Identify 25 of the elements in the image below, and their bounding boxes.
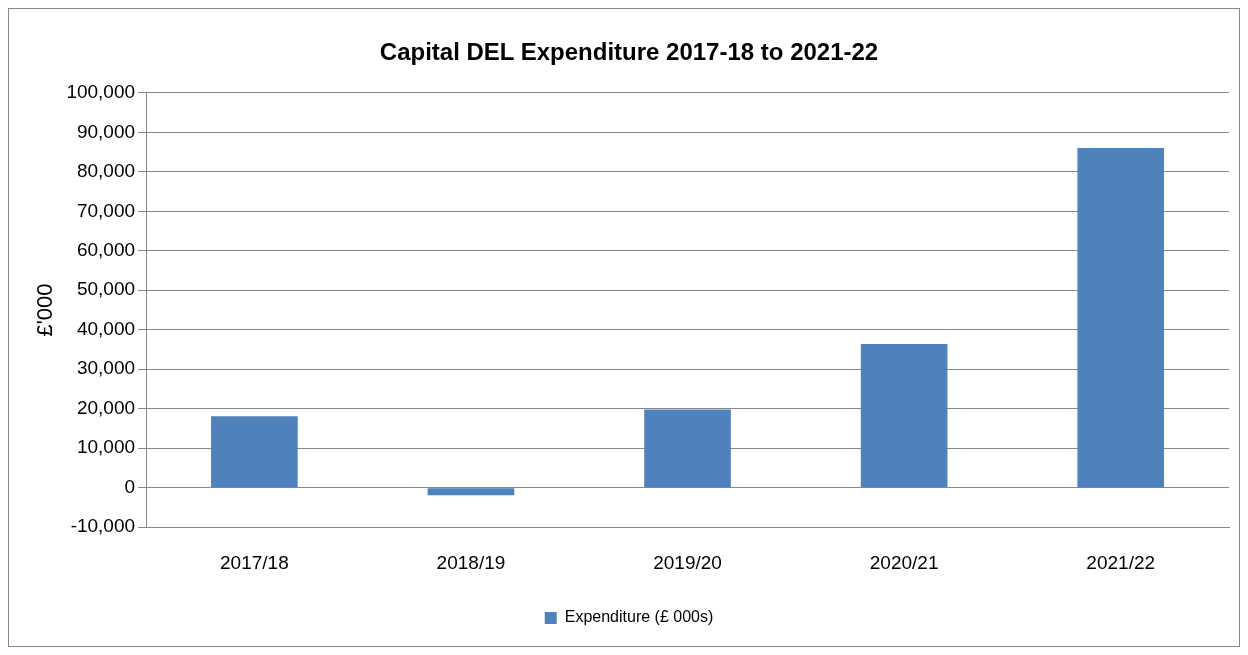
chart-title: Capital DEL Expenditure 2017-18 to 2021-22 bbox=[379, 38, 879, 66]
y-tick-label: 90,000 bbox=[76, 120, 136, 142]
y-tick-label: 20,000 bbox=[76, 396, 136, 418]
x-tick-label: 2017/18 bbox=[220, 551, 289, 573]
bar bbox=[427, 488, 515, 496]
bar bbox=[211, 416, 298, 488]
x-tick-label: 2020/21 bbox=[869, 551, 939, 573]
y-tick-label: 70,000 bbox=[76, 199, 136, 221]
y-tick-label: -10,000 bbox=[70, 515, 136, 537]
x-tick-label: 2018/19 bbox=[436, 551, 506, 573]
bar bbox=[1077, 148, 1165, 488]
x-tick-label: 2021/22 bbox=[1086, 551, 1156, 573]
bar bbox=[860, 343, 948, 488]
legend-label: Expenditure (£ 000s) bbox=[564, 608, 714, 626]
y-tick-label: 10,000 bbox=[76, 436, 136, 458]
y-tick-label: 50,000 bbox=[76, 278, 136, 300]
y-tick-label: 100,000 bbox=[66, 81, 136, 103]
y-tick-label: 30,000 bbox=[76, 357, 136, 379]
y-tick-label: 60,000 bbox=[76, 239, 136, 260]
y-tick-label: 40,000 bbox=[76, 317, 136, 339]
y-tick-label: 80,000 bbox=[76, 160, 136, 182]
y-tick-label: 0 bbox=[124, 475, 136, 497]
y-axis-title: £'000 bbox=[32, 283, 58, 337]
x-tick-label: 2019/20 bbox=[653, 551, 722, 573]
bar bbox=[644, 409, 731, 488]
